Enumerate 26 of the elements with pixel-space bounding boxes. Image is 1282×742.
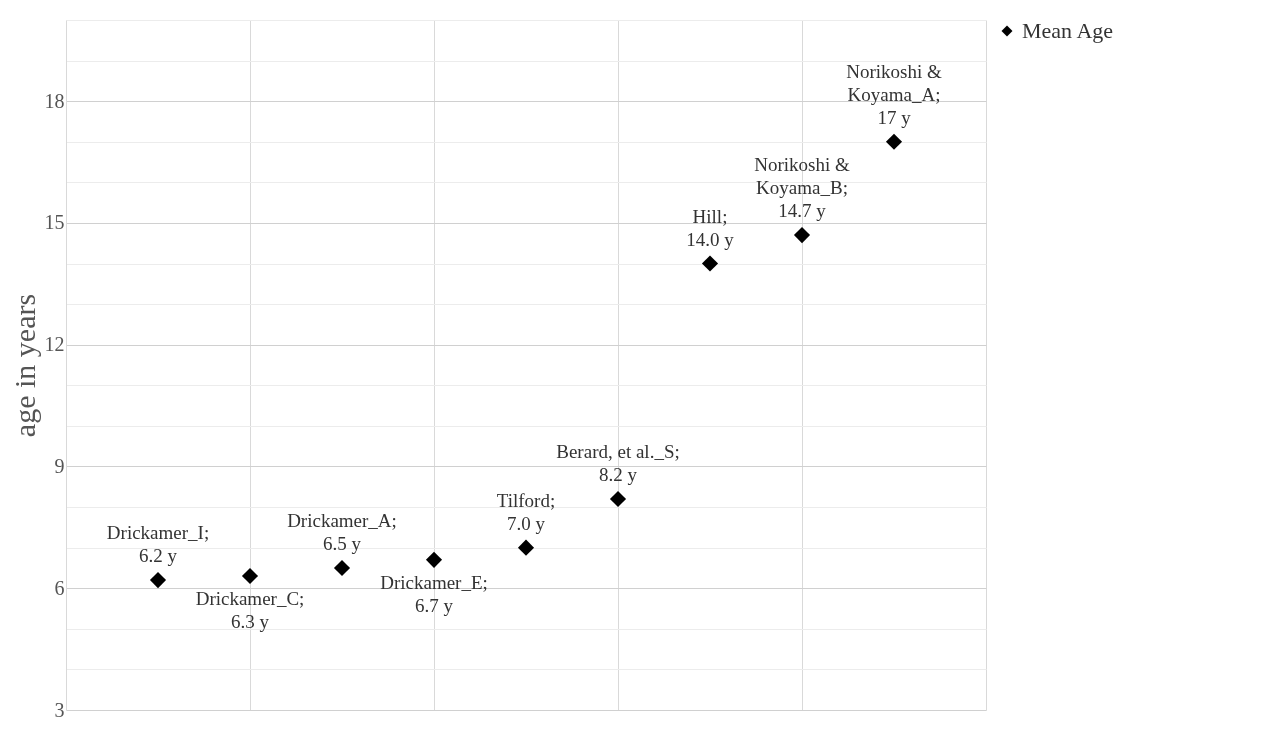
data-label: Drickamer_E; 6.7 y [380,571,488,616]
data-label: Drickamer_I; 6.2 y [106,522,210,567]
data-label: Tilford; 7.0 y [496,489,556,534]
point [793,227,811,244]
point [425,551,443,568]
point [517,539,535,556]
point [609,490,627,507]
y-tick-label: 9 [54,454,65,477]
point [241,568,259,585]
data-label: Hill; 14.0 y [686,205,735,250]
data-label: Drickamer_C; 6.3 y [195,588,305,633]
y-axis-title: age in years [7,293,41,438]
point [333,559,351,576]
y-tick-label: 12 [44,333,65,356]
point [149,572,167,589]
y-tick-label: 3 [54,698,65,721]
data-label: Berard, et al._S; 8.2 y [556,440,680,485]
y-tick-label: 15 [44,211,65,234]
data-label: Norikoshi & Koyama_A; 17 y [846,60,942,128]
data-label: Norikoshi & Koyama_B; 14.7 y [754,154,850,222]
point [701,255,719,272]
point [885,133,903,150]
y-tick-label: 6 [54,576,65,599]
legend-label: Mean Age [1022,18,1114,43]
data-label: Drickamer_A; 6.5 y [287,509,397,554]
y-tick-label: 18 [44,89,65,112]
